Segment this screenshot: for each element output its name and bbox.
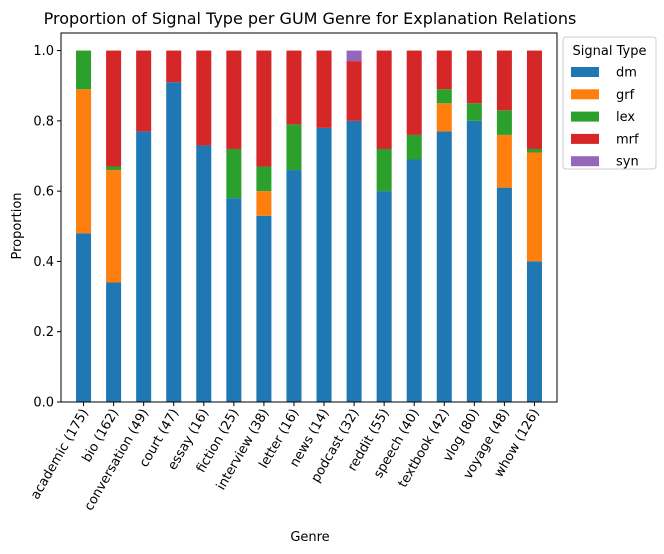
y-tick-label-4: 0.8 [33, 114, 54, 129]
bar-lex-15 [526, 148, 542, 153]
y-tick-label-3: 0.6 [33, 185, 54, 200]
legend-swatch-lex [571, 111, 599, 122]
bar-dm-7 [286, 170, 302, 402]
bar-dm-3 [166, 82, 182, 402]
legend-swatch-syn [571, 156, 599, 167]
bar-lex-13 [466, 103, 482, 121]
y-axis: 0.0 0.2 0.4 0.6 0.8 1.0 [33, 44, 61, 411]
bar-lex-1 [106, 166, 122, 171]
bar-lex-12 [436, 89, 452, 104]
bar-dm-13 [466, 120, 482, 403]
bar-mrf-5 [226, 50, 242, 149]
bar-lex-7 [286, 124, 302, 171]
plot-area-frame [60, 32, 558, 403]
bar-dm-4 [196, 145, 212, 402]
legend-label-lex: lex [616, 110, 635, 125]
bar-mrf-15 [526, 50, 542, 149]
bar-dm-9 [346, 120, 362, 403]
bar-syn-9 [346, 50, 362, 62]
bar-dm-8 [316, 127, 332, 402]
bar-mrf-6 [256, 50, 272, 167]
legend-swatch-grf [571, 89, 599, 100]
bar-mrf-4 [196, 50, 212, 146]
bars-group [76, 50, 542, 403]
bar-dm-2 [136, 131, 152, 402]
bar-mrf-1 [106, 50, 122, 167]
bar-dm-14 [496, 187, 512, 402]
bar-lex-0 [76, 50, 92, 90]
bar-grf-15 [526, 152, 542, 262]
bar-mrf-10 [376, 50, 392, 149]
bar-mrf-14 [496, 50, 512, 111]
bar-dm-0 [76, 233, 92, 402]
y-tick-label-2: 0.4 [33, 255, 54, 270]
legend-swatch-dm [571, 67, 599, 77]
y-tick-label-5: 1.0 [33, 44, 54, 59]
bar-mrf-13 [466, 50, 482, 104]
bar-grf-1 [106, 170, 122, 283]
legend-label-dm: dm [616, 66, 637, 81]
legend: Signal Type dm grf lex mrf syn [562, 36, 657, 170]
bar-dm-10 [376, 191, 392, 402]
bar-mrf-8 [316, 50, 332, 128]
x-axis: academic (175)bio (162)conversation (49)… [28, 402, 543, 513]
legend-swatch-mrf [571, 133, 599, 144]
bar-dm-12 [436, 131, 452, 402]
bar-dm-5 [226, 198, 242, 402]
bar-lex-11 [406, 134, 422, 160]
y-tick-label-1: 0.2 [33, 325, 54, 340]
bar-grf-6 [256, 191, 272, 216]
bar-dm-15 [526, 261, 542, 402]
bar-lex-5 [226, 148, 242, 199]
legend-items: dm grf lex mrf syn [571, 66, 639, 170]
chart-title: Proportion of Signal Type per GUM Genre … [44, 9, 577, 28]
legend-label-grf: grf [616, 88, 635, 103]
bar-lex-6 [256, 166, 272, 192]
bar-grf-14 [496, 134, 512, 188]
bar-lex-14 [496, 110, 512, 135]
bar-mrf-11 [406, 50, 422, 135]
bar-lex-10 [376, 148, 392, 192]
x-axis-label: Genre [290, 530, 329, 545]
y-axis-label: Proportion [10, 192, 25, 259]
bar-dm-6 [256, 215, 272, 402]
bar-mrf-12 [436, 50, 452, 90]
bar-grf-12 [436, 103, 452, 132]
bar-mrf-3 [166, 50, 182, 83]
legend-label-mrf: mrf [616, 132, 639, 147]
bar-mrf-2 [136, 50, 152, 132]
bar-dm-11 [406, 159, 422, 402]
bar-dm-1 [106, 282, 122, 402]
bar-mrf-9 [346, 61, 362, 121]
bar-mrf-7 [286, 50, 302, 125]
bar-grf-0 [76, 89, 92, 234]
y-tick-label-0: 0.0 [33, 396, 54, 411]
legend-label-syn: syn [616, 155, 639, 170]
legend-title: Signal Type [573, 44, 647, 59]
